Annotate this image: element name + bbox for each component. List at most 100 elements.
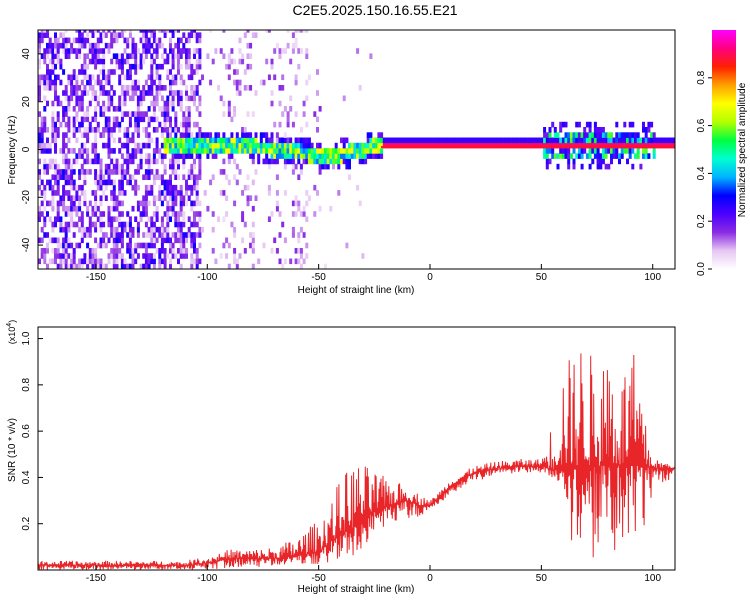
heatmap-cell xyxy=(182,200,186,207)
heatmap-cell xyxy=(59,174,63,180)
heatmap-cell xyxy=(209,132,213,138)
heatmap-cell xyxy=(190,174,194,180)
heatmap-cell xyxy=(497,142,501,149)
heatmap-cell xyxy=(75,195,79,201)
heatmap-cell xyxy=(139,142,143,149)
heatmap-cell xyxy=(78,121,82,128)
heatmap-cell xyxy=(67,121,71,128)
heatmap-cell xyxy=(99,132,103,138)
heatmap-cell xyxy=(299,137,303,144)
heatmap-cell xyxy=(174,211,178,217)
heatmap-cell xyxy=(169,100,172,107)
heatmap-cell xyxy=(179,232,183,238)
heatmap-cell xyxy=(166,30,170,33)
heatmap-cell xyxy=(511,137,515,144)
heatmap-cell xyxy=(230,137,234,144)
snr-y-multiplier-exponent: 4 xyxy=(6,323,13,327)
heatmap-cell xyxy=(46,127,49,133)
heatmap-cell xyxy=(38,258,41,265)
heatmap-cell xyxy=(340,153,343,159)
heatmap-cell xyxy=(134,148,138,154)
heatmap-cell xyxy=(179,263,183,269)
heatmap-cell xyxy=(155,90,159,96)
heatmap-cell xyxy=(83,169,87,175)
heatmap-cell xyxy=(356,153,360,159)
heatmap-cell xyxy=(567,158,571,165)
heatmap-cell xyxy=(155,69,159,75)
heatmap-cell xyxy=(612,142,616,149)
heatmap-cell xyxy=(152,221,156,228)
heatmap-cell xyxy=(235,179,239,186)
heatmap-cell xyxy=(144,200,148,207)
heatmap-cell xyxy=(43,142,47,149)
heatmap-cell xyxy=(318,163,322,170)
heatmap-cell xyxy=(88,169,92,175)
heatmap-cell xyxy=(144,190,148,196)
heatmap-cell xyxy=(136,148,140,154)
heatmap-cell xyxy=(75,137,79,144)
heatmap-cell xyxy=(385,142,389,149)
heatmap-cell xyxy=(86,111,90,117)
heatmap-cell xyxy=(54,237,57,244)
heatmap-cell xyxy=(190,148,194,154)
heatmap-cell xyxy=(166,221,170,228)
heatmap-cell xyxy=(139,116,143,123)
heatmap-cell xyxy=(110,216,114,222)
heatmap-cell xyxy=(166,216,170,222)
heatmap-cell xyxy=(67,37,71,44)
heatmap-cell xyxy=(107,221,111,228)
heatmap-cell xyxy=(144,48,148,54)
heatmap-cell xyxy=(612,137,616,144)
heatmap-cell xyxy=(131,184,135,191)
heatmap-cell xyxy=(233,106,237,112)
heatmap-cell xyxy=(131,226,135,233)
heatmap-cell xyxy=(382,142,386,149)
heatmap-cell xyxy=(174,79,178,86)
heatmap-cell xyxy=(139,53,143,59)
heatmap-cell xyxy=(650,142,654,149)
heatmap-cell xyxy=(72,85,76,91)
heatmap-cell xyxy=(414,142,418,149)
heatmap-cell xyxy=(185,200,188,207)
heatmap-cell xyxy=(243,85,247,91)
heatmap-cell xyxy=(243,248,247,254)
heatmap-cell xyxy=(64,85,68,91)
heatmap-cell xyxy=(583,137,587,144)
heatmap-cell xyxy=(134,53,138,59)
heatmap-cell xyxy=(46,200,49,207)
heatmap-cell xyxy=(551,137,555,144)
heatmap-cell xyxy=(169,48,172,54)
heatmap-cell xyxy=(80,121,84,128)
heatmap-cell xyxy=(94,132,98,138)
heatmap-cell xyxy=(75,95,79,102)
heatmap-cell xyxy=(155,48,159,54)
heatmap-cell xyxy=(572,137,576,144)
heatmap-cell xyxy=(599,163,603,170)
heatmap-cell xyxy=(169,216,172,222)
heatmap-cell xyxy=(227,242,231,249)
heatmap-cell xyxy=(59,226,63,233)
heatmap-cell xyxy=(444,142,448,149)
heatmap-cell xyxy=(356,184,360,191)
heatmap-cell xyxy=(615,142,619,149)
heatmap-cell xyxy=(64,258,68,265)
heatmap-cell xyxy=(580,163,584,170)
heatmap-cell xyxy=(131,42,135,49)
heatmap-cell xyxy=(270,132,274,138)
heatmap-cell xyxy=(198,174,202,180)
heatmap-cell xyxy=(500,137,504,144)
heatmap-cell xyxy=(102,127,106,133)
heatmap-cell xyxy=(548,142,552,149)
heatmap-cell xyxy=(102,100,106,107)
heatmap-cell xyxy=(601,148,605,154)
heatmap-cell xyxy=(80,184,84,191)
heatmap-cell xyxy=(291,153,295,159)
heatmap-cell xyxy=(62,116,66,123)
heatmap-cell xyxy=(182,174,186,180)
heatmap-cell xyxy=(636,148,640,154)
heatmap-cell xyxy=(607,163,611,170)
heatmap-cell xyxy=(246,174,250,180)
heatmap-cell xyxy=(67,174,71,180)
heatmap-cell xyxy=(540,137,544,144)
heatmap-cell xyxy=(62,237,66,244)
